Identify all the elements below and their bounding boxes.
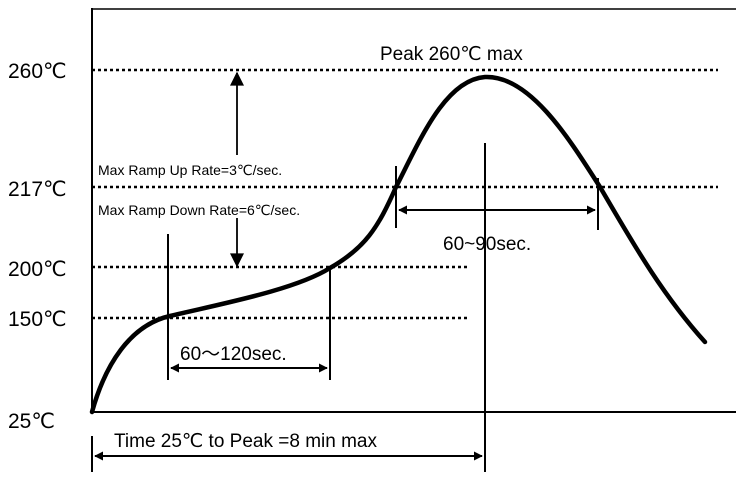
temperature-profile-curve [89, 74, 708, 415]
total-time-label: Time 25℃ to Peak =8 min max [114, 431, 377, 452]
y-tick-25: 25℃ [8, 410, 55, 433]
ramp-down-label: Max Ramp Down Rate=6℃/sec. [98, 202, 300, 218]
peak-label: Peak 260℃ max [380, 44, 523, 65]
ramp-up-label: Max Ramp Up Rate=3℃/sec. [98, 162, 282, 178]
y-tick-150: 150℃ [8, 308, 67, 331]
y-tick-200: 200℃ [8, 258, 67, 281]
soak-time-label: 60～120sec. [180, 344, 287, 365]
y-tick-260: 260℃ [8, 60, 67, 83]
reflow-time-label: 60~90sec. [443, 234, 531, 255]
y-tick-217: 217℃ [8, 178, 67, 201]
